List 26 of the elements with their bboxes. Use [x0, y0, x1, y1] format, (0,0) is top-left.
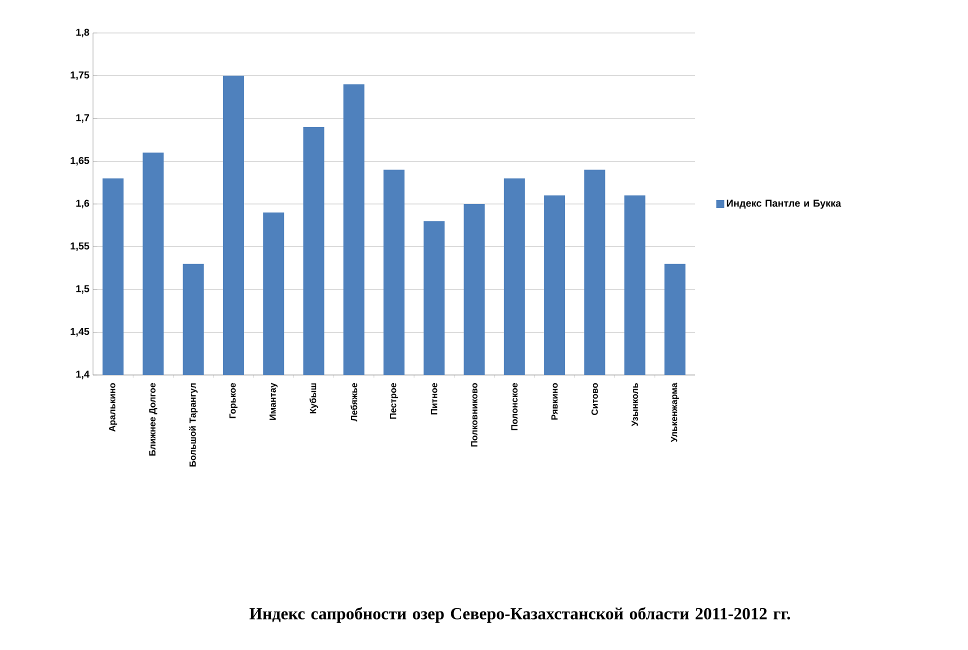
x-tick-label: Кубыш [310, 383, 318, 414]
x-tick-label: Большой Тарангул [189, 383, 198, 466]
y-tick-label: 1,5 [76, 285, 90, 294]
x-tick-label: Улькенжарма [670, 382, 679, 442]
y-tick-label: 1,45 [70, 328, 90, 336]
x-tick-label: Горькое [229, 383, 238, 418]
x-tick-label: Рявкино [551, 383, 558, 420]
y-tick-label: 1,55 [70, 242, 90, 251]
text: Индекс сапробности озер Северо-Казахстанской области 2011-2012 гг. [250, 607, 790, 623]
y-tick-label: 1,7 [76, 114, 90, 123]
x-tick-label: Лебяжье [350, 383, 358, 422]
y-tick-label: 1,75 [70, 72, 90, 80]
y-tick-label: 1,8 [76, 28, 90, 38]
y-tick-label: 1,65 [70, 156, 90, 166]
x-tick-label: Ситово [592, 383, 598, 415]
x-tick-label: Полковниково [471, 383, 478, 447]
y-tick-label: 1,6 [76, 200, 90, 208]
x-tick-label: Ближнее Долгое [149, 383, 158, 456]
x-tick-label: Пестрое [390, 383, 398, 419]
x-tick-label: Аралькино [109, 383, 118, 432]
x-tick-label: Узынколь [632, 383, 638, 426]
x-tick-label: Полонское [511, 383, 518, 430]
x-tick-label: Имантау [270, 382, 278, 420]
y-tick-label: 1,4 [76, 370, 90, 380]
legend-label: Индекс Пантле и Букка [726, 200, 842, 209]
x-tick-label: Питное [431, 383, 438, 414]
